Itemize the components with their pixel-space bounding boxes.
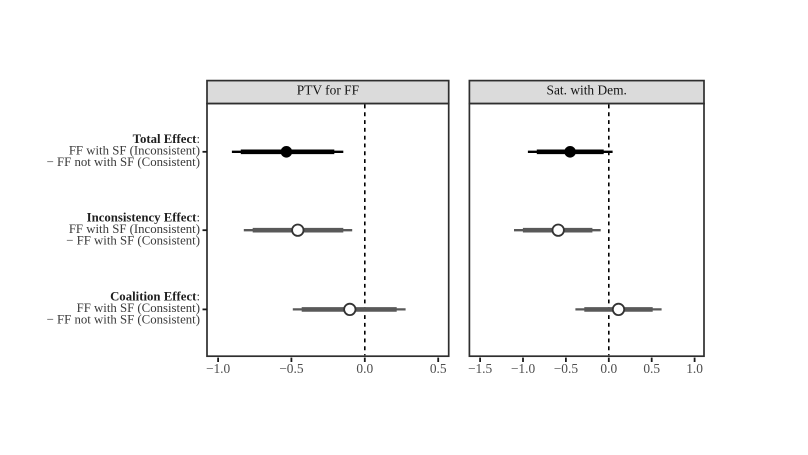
svg-text:Coalition Effect:: Coalition Effect:: [110, 290, 200, 304]
svg-text:− FF not with SF (Consistent): − FF not with SF (Consistent): [47, 155, 200, 169]
svg-text:FF with SF (Inconsistent): FF with SF (Inconsistent): [69, 222, 200, 236]
svg-text:Inconsistency Effect:: Inconsistency Effect:: [87, 210, 200, 224]
svg-text:−1.0: −1.0: [206, 361, 231, 376]
svg-text:− FF not with SF (Consistent): − FF not with SF (Consistent): [47, 313, 200, 327]
svg-text:Sat. with Dem.: Sat. with Dem.: [547, 83, 627, 98]
svg-text:FF with SF (Inconsistent): FF with SF (Inconsistent): [69, 144, 200, 158]
svg-text:Total Effect:: Total Effect:: [133, 132, 200, 146]
svg-text:−0.5: −0.5: [554, 361, 579, 376]
svg-text:0.5: 0.5: [643, 361, 660, 376]
svg-text:0.5: 0.5: [430, 361, 447, 376]
svg-text:0.0: 0.0: [356, 361, 373, 376]
svg-text:FF with SF (Consistent): FF with SF (Consistent): [77, 301, 200, 315]
svg-text:PTV for FF: PTV for FF: [297, 83, 359, 98]
svg-text:1.0: 1.0: [686, 361, 703, 376]
svg-text:− FF with SF (Consistent): − FF with SF (Consistent): [66, 234, 200, 248]
svg-text:−1.0: −1.0: [511, 361, 536, 376]
svg-text:−1.5: −1.5: [468, 361, 493, 376]
svg-text:−0.5: −0.5: [279, 361, 304, 376]
svg-text:0.0: 0.0: [600, 361, 617, 376]
